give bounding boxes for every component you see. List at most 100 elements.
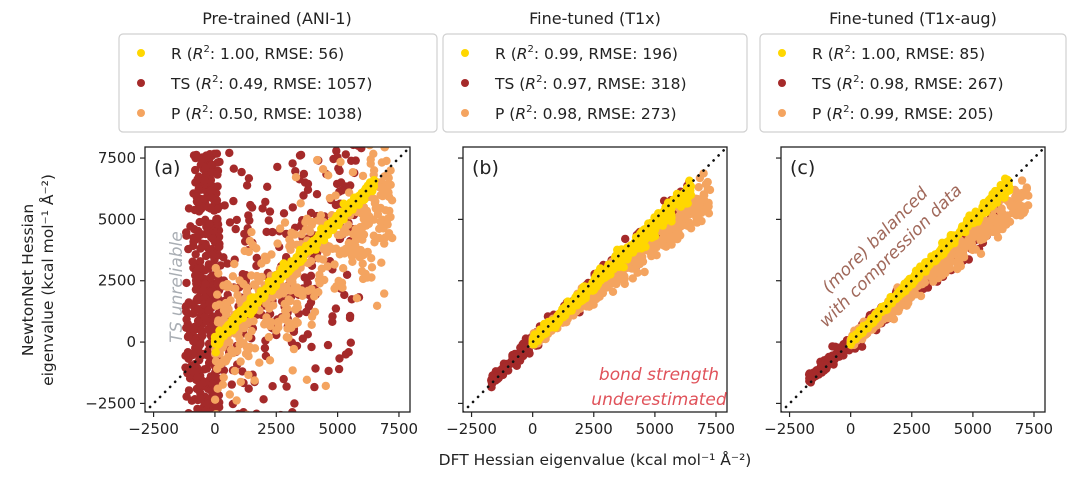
point-ts [288, 408, 297, 412]
point-ts [621, 234, 630, 244]
point-r [906, 280, 915, 289]
legend-box [759, 33, 1067, 133]
point-ts [331, 304, 341, 313]
point-p [235, 276, 244, 285]
point-ts [328, 312, 337, 321]
point-ts [194, 317, 203, 327]
point-p [1023, 201, 1033, 210]
point-p [221, 357, 230, 366]
point-p [233, 346, 242, 356]
point-p [606, 278, 616, 288]
point-ts [200, 468, 208, 476]
point-p [325, 193, 335, 203]
point-p [213, 290, 222, 299]
point-r [584, 286, 593, 296]
point-ts [184, 386, 194, 395]
legend-marker-r [461, 49, 469, 57]
panel-b: −2500 0 2500 5000 7500 (b) bond strength undere… [446, 146, 735, 438]
point-p [356, 230, 366, 240]
point-ts [182, 231, 191, 240]
point-ts [192, 150, 201, 160]
point-p [356, 245, 365, 255]
point-ts [193, 404, 202, 412]
x-tick-label: −2500 [128, 420, 179, 438]
point-p [219, 373, 228, 382]
point-p [302, 375, 312, 384]
point-p [236, 377, 245, 387]
point-p [296, 199, 305, 208]
point-p [384, 192, 394, 202]
point-ts [515, 356, 525, 365]
point-ts [200, 411, 205, 412]
point-ts [184, 429, 192, 437]
point-ts [196, 244, 205, 253]
scatter-points [487, 169, 715, 392]
legend-marker-ts [137, 79, 145, 87]
legend-b: R (R2: 0.99, RMSE: 196) TS (R2: 0.97, RMS… [442, 33, 748, 133]
point-r [640, 228, 649, 237]
point-ts [299, 191, 308, 200]
point-p [215, 300, 224, 309]
point-r [667, 217, 676, 226]
point-ts [205, 219, 214, 228]
point-ts [252, 253, 261, 263]
point-p [341, 244, 350, 254]
point-ts [258, 204, 267, 213]
point-p [338, 283, 347, 292]
point-ts [225, 218, 235, 227]
point-p [1009, 201, 1018, 210]
point-ts [212, 215, 221, 224]
point-p [369, 231, 378, 240]
point-p [280, 218, 290, 227]
point-ts [212, 149, 222, 158]
point-p [683, 221, 692, 230]
point-p [589, 300, 598, 309]
point-ts [312, 190, 322, 199]
point-p [274, 317, 283, 327]
point-p [244, 370, 253, 380]
point-p [365, 147, 374, 150]
point-r [242, 302, 251, 311]
point-ts [193, 294, 202, 303]
point-ts [804, 370, 814, 379]
point-ts [182, 307, 191, 316]
point-r [211, 348, 220, 357]
point-r [685, 181, 694, 191]
point-p [647, 251, 656, 261]
point-p [704, 209, 714, 218]
point-p [210, 395, 220, 404]
point-p [211, 263, 220, 273]
point-ts [237, 167, 246, 177]
point-p [369, 166, 379, 175]
point-ts [227, 380, 236, 389]
point-r [607, 262, 616, 272]
point-ts [213, 170, 222, 179]
point-p [348, 229, 358, 239]
point-ts [201, 280, 210, 289]
point-p [703, 177, 712, 187]
point-p [344, 188, 354, 197]
point-p [929, 277, 938, 286]
point-ts [282, 382, 291, 391]
point-ts [188, 257, 197, 266]
point-p [638, 252, 647, 262]
point-ts [265, 207, 275, 216]
point-p [348, 257, 357, 266]
point-p [371, 197, 380, 206]
point-r [296, 245, 305, 255]
point-r [886, 292, 895, 302]
point-ts [195, 205, 204, 214]
point-p [372, 301, 382, 310]
point-p [252, 244, 261, 253]
point-r [358, 195, 368, 205]
point-ts [334, 364, 344, 374]
point-p [658, 240, 667, 249]
point-ts [250, 446, 258, 454]
point-p [695, 199, 704, 209]
parity-line [145, 147, 410, 412]
point-p [381, 206, 390, 215]
point-p [362, 208, 372, 217]
point-p [916, 291, 926, 301]
point-ts [238, 367, 247, 376]
point-p [376, 217, 385, 226]
